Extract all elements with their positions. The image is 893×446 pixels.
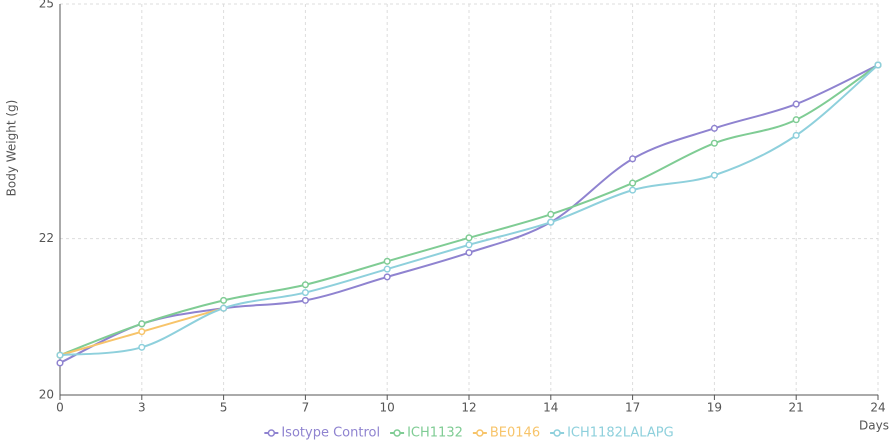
data-point (710, 124, 718, 132)
data-point (792, 100, 800, 108)
x-tick-label: 19 (707, 401, 722, 415)
x-tick-label: 7 (302, 401, 310, 415)
data-point (56, 351, 64, 359)
data-point (547, 210, 555, 218)
data-point (792, 116, 800, 124)
data-point (383, 265, 391, 273)
data-point (710, 139, 718, 147)
x-tick-label: 17 (625, 401, 640, 415)
x-axis-label: Days (859, 419, 889, 433)
data-point (138, 320, 146, 328)
x-tick-label: 21 (789, 401, 804, 415)
legend-marker (267, 429, 276, 437)
data-point (138, 343, 146, 351)
legend-marker (476, 429, 484, 437)
data-point (465, 249, 473, 257)
legend-item[interactable]: ICH1182LALAPG (550, 426, 674, 441)
data-point (301, 281, 309, 289)
data-point (301, 289, 309, 297)
y-tick-label: 20 (39, 388, 54, 402)
legend-item[interactable]: ICH1132 (390, 426, 463, 441)
legend-item[interactable]: Isotype Control (264, 426, 380, 441)
x-tick-label: 24 (870, 401, 885, 415)
data-point (301, 296, 309, 304)
y-tick-label: 22 (39, 231, 54, 245)
data-point (792, 131, 800, 139)
x-tick-label: 3 (138, 401, 146, 415)
data-point (383, 273, 391, 281)
x-tick-label: 14 (543, 401, 558, 415)
data-point (220, 304, 228, 312)
data-point (874, 61, 882, 69)
legend-marker (553, 429, 561, 437)
data-point (465, 234, 473, 242)
data-point (220, 296, 228, 304)
legend-label: Isotype Control (281, 426, 380, 441)
legend-marker (393, 429, 401, 437)
x-tick-label: 12 (461, 401, 476, 415)
x-tick-label: 0 (56, 401, 64, 415)
data-point (383, 257, 391, 265)
data-point (629, 179, 637, 187)
data-point (710, 171, 718, 179)
x-tick-label: 5 (220, 401, 228, 415)
data-point (629, 186, 637, 194)
legend-item[interactable]: BE0146 (472, 426, 540, 441)
legend: Isotype Control ICH1132 BE0146 ICH1182LALAP… (264, 426, 674, 441)
data-point (547, 218, 555, 226)
y-tick-label: 25 (39, 0, 54, 11)
legend-label: ICH1182LALAPG (567, 426, 674, 441)
data-point (629, 155, 637, 163)
legend-label: BE0146 (490, 426, 540, 441)
data-point (138, 328, 146, 336)
x-tick-label: 10 (380, 401, 395, 415)
data-point (56, 359, 64, 367)
data-point (465, 241, 473, 249)
y-axis-label: Body Weight (g) (5, 100, 19, 197)
legend-label: ICH1132 (407, 426, 463, 441)
